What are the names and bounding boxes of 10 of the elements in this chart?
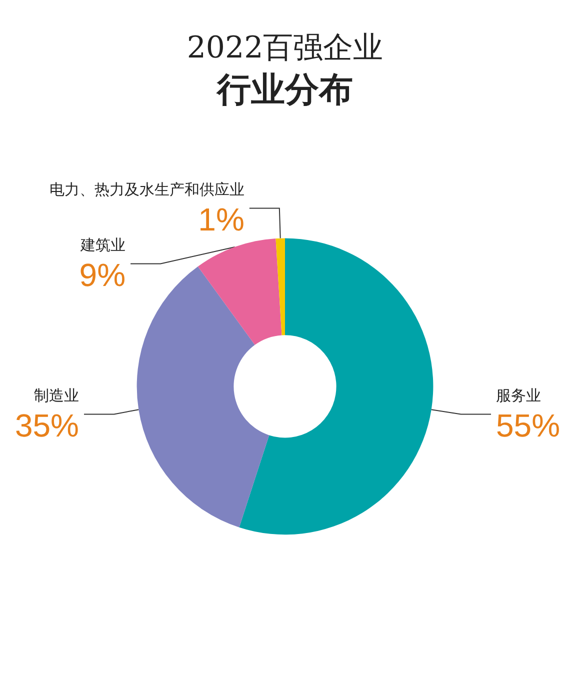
slice-label: 服务业 bbox=[496, 386, 542, 404]
slice-label: 制造业 bbox=[34, 386, 79, 404]
chart-title: 2022百强企业 bbox=[186, 30, 384, 66]
data-label: 55% bbox=[496, 407, 560, 444]
chart-subtitle: 行业分布 bbox=[216, 70, 353, 110]
data-label: 1% bbox=[198, 201, 244, 238]
data-label: 9% bbox=[79, 256, 126, 293]
data-label: 35% bbox=[14, 407, 79, 444]
slice-label: 电力、热力及水生产和供应业 bbox=[49, 180, 244, 198]
slice-label: 建筑业 bbox=[80, 236, 126, 254]
